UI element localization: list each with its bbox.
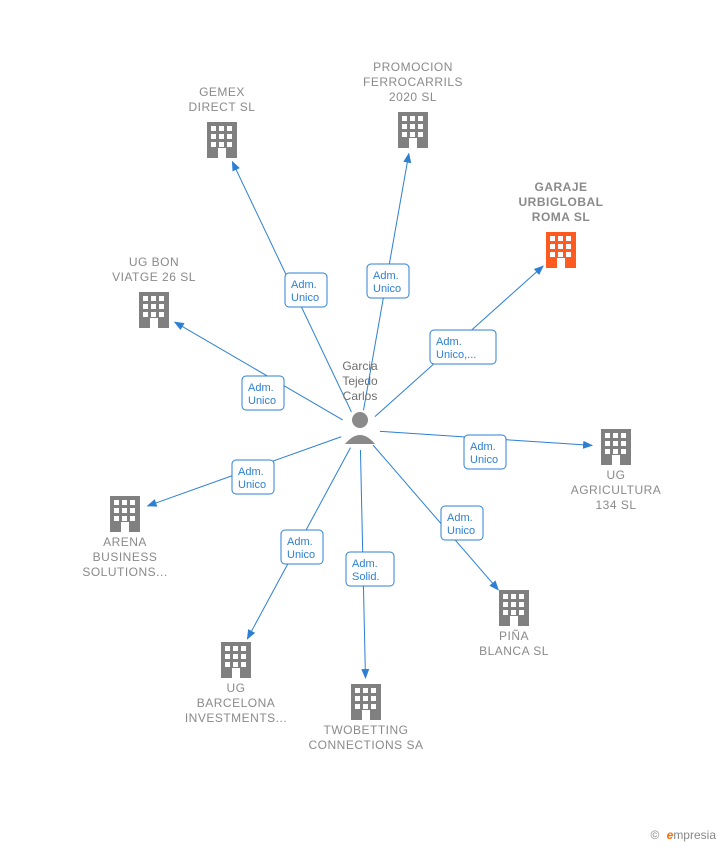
copyright-symbol: © xyxy=(650,828,659,842)
svg-text:Adm.: Adm. xyxy=(470,441,496,453)
svg-text:Adm.: Adm. xyxy=(291,279,317,291)
network-diagram: GEMEXDIRECT SL PROMOCIONFERROCARRILS2020 … xyxy=(0,0,728,850)
svg-text:Unico: Unico xyxy=(470,454,498,466)
node-label-arena-2: SOLUTIONS... xyxy=(82,565,167,579)
node-label-twobet-1: CONNECTIONS SA xyxy=(308,738,423,752)
svg-text:Unico: Unico xyxy=(373,283,401,295)
node-ugbon: UG BONVIATGE 26 SL xyxy=(112,255,196,328)
svg-text:Adm.: Adm. xyxy=(436,336,462,348)
svg-text:Unico: Unico xyxy=(248,395,276,407)
center-label-2: Carlos xyxy=(343,389,378,403)
node-label-ugagric-0: UG xyxy=(607,468,626,482)
node-label-ugbarc-1: BARCELONA xyxy=(197,696,276,710)
node-label-twobet-0: TWOBETTING xyxy=(324,723,409,737)
svg-text:Unico: Unico xyxy=(291,292,319,304)
edge-label-arena: Adm.Unico xyxy=(232,460,274,494)
svg-text:Adm.: Adm. xyxy=(373,270,399,282)
node-label-ugagric-1: AGRICULTURA xyxy=(571,483,662,497)
brand-rest: mpresia xyxy=(673,828,716,842)
node-gemex: GEMEXDIRECT SL xyxy=(189,85,256,158)
edge-label-twobet: Adm.Solid. xyxy=(346,552,394,586)
node-pina: PIÑABLANCA SL xyxy=(479,590,549,658)
node-label-ugbon-0: UG BON xyxy=(129,255,179,269)
svg-text:Adm.: Adm. xyxy=(248,382,274,394)
svg-text:Unico,...: Unico,... xyxy=(436,349,476,361)
edge-label-garaje: Adm.Unico,... xyxy=(430,330,496,364)
svg-text:Unico: Unico xyxy=(447,525,475,537)
svg-text:Adm.: Adm. xyxy=(238,466,264,478)
edge-label-pina: Adm.Unico xyxy=(441,506,483,540)
edge-label-promocion: Adm.Unico xyxy=(367,264,409,298)
node-label-garaje-0: GARAJE xyxy=(534,180,587,194)
node-ugagric: UGAGRICULTURA134 SL xyxy=(571,429,662,512)
node-label-ugbarc-0: UG xyxy=(227,681,246,695)
center-label-1: Tejedo xyxy=(342,374,378,388)
svg-text:Adm.: Adm. xyxy=(287,536,313,548)
node-label-pina-1: BLANCA SL xyxy=(479,644,549,658)
svg-text:Unico: Unico xyxy=(238,479,266,491)
node-label-garaje-2: ROMA SL xyxy=(532,210,590,224)
node-arena: ARENABUSINESSSOLUTIONS... xyxy=(82,496,167,579)
node-label-pina-0: PIÑA xyxy=(499,629,529,643)
node-label-gemex-1: DIRECT SL xyxy=(189,100,256,114)
center-label-0: Garcia xyxy=(342,359,378,373)
node-label-promocion-1: FERROCARRILS xyxy=(363,75,463,89)
nodes: GEMEXDIRECT SL PROMOCIONFERROCARRILS2020 … xyxy=(82,60,661,752)
edge-label-ugbon: Adm.Unico xyxy=(242,376,284,410)
svg-text:Solid.: Solid. xyxy=(352,571,380,583)
node-label-gemex-0: GEMEX xyxy=(199,85,245,99)
node-garaje: GARAJEURBIGLOBALROMA SL xyxy=(519,180,604,268)
node-label-ugbon-1: VIATGE 26 SL xyxy=(112,270,196,284)
edge-label-ugagric: Adm.Unico xyxy=(464,435,506,469)
node-promocion: PROMOCIONFERROCARRILS2020 SL xyxy=(363,60,463,148)
node-twobet: TWOBETTINGCONNECTIONS SA xyxy=(308,684,423,752)
edge-labels: Adm.UnicoAdm.UnicoAdm.Unico,...Adm.Unico… xyxy=(232,264,506,586)
center-node: GarciaTejedoCarlos xyxy=(342,359,378,444)
credit-line: © empresia xyxy=(650,828,716,842)
node-label-ugbarc-2: INVESTMENTS... xyxy=(185,711,287,725)
node-label-ugagric-2: 134 SL xyxy=(595,498,636,512)
edge-label-gemex: Adm.Unico xyxy=(285,273,327,307)
svg-text:Unico: Unico xyxy=(287,549,315,561)
node-label-promocion-0: PROMOCION xyxy=(373,60,453,74)
svg-text:Adm.: Adm. xyxy=(447,512,473,524)
node-label-promocion-2: 2020 SL xyxy=(389,90,437,104)
svg-text:Adm.: Adm. xyxy=(352,558,378,570)
node-label-arena-0: ARENA xyxy=(103,535,147,549)
edge-label-ugbarc: Adm.Unico xyxy=(281,530,323,564)
node-label-arena-1: BUSINESS xyxy=(93,550,158,564)
node-label-garaje-1: URBIGLOBAL xyxy=(519,195,604,209)
node-ugbarc: UGBARCELONAINVESTMENTS... xyxy=(185,642,287,725)
